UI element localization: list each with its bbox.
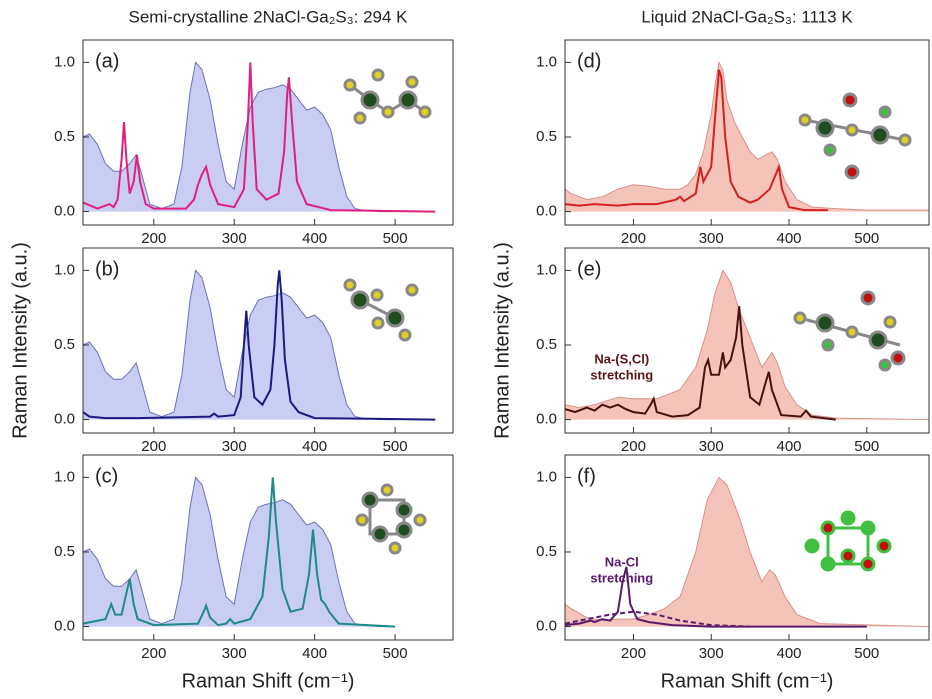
y-tick-label: 1.0 (536, 468, 557, 485)
x-tick-label: 500 (383, 645, 408, 662)
molecule-f (804, 510, 892, 572)
line (564, 610, 751, 628)
y-tick-label: 0.0 (536, 411, 557, 428)
x-axis-label: Raman Shift (cm⁻¹) (661, 670, 834, 692)
y-tick-label: 0.0 (536, 203, 557, 220)
panel-label: (a) (95, 50, 119, 72)
plot-frame (564, 454, 930, 641)
area (83, 477, 396, 627)
plot-frame (82, 454, 454, 641)
y-tick-label: 1.0 (54, 261, 75, 278)
x-tick-label: 500 (383, 438, 408, 455)
x-tick-label: 400 (776, 438, 801, 455)
y-tick-label: 0.0 (54, 411, 75, 428)
x-tick-label: 300 (222, 438, 247, 455)
panel-label: (e) (577, 258, 601, 280)
panel-label: (c) (95, 465, 118, 487)
column-title: Liquid 2NaCl-Ga₂S₃: 1113 K (641, 7, 853, 26)
area (565, 62, 929, 212)
y-tick-label: 0.0 (536, 618, 557, 635)
y-axis-label: Raman Intensity (a.u.) (9, 242, 31, 439)
panel-label: (d) (577, 50, 601, 72)
y-tick-label: 1.0 (54, 468, 75, 485)
y-tick-label: 0.5 (536, 128, 557, 145)
panels: 0.0 0.5 1.0 200 300 400 500 (a) Semi-crystalline… (9, 7, 930, 692)
y-tick-label: 0.5 (54, 543, 75, 560)
area (565, 477, 929, 627)
x-tick-label: 400 (302, 438, 327, 455)
panel: 0.0 0.5 1.0 200 300 400 500 (a) Semi-crystalline… (54, 7, 454, 247)
column-title: Semi-crystalline 2NaCl-Ga₂S₃: 294 K (128, 7, 408, 26)
x-axis-label: Raman Shift (cm⁻¹) (182, 670, 355, 692)
area (565, 270, 929, 420)
line (564, 69, 828, 212)
line (82, 477, 396, 628)
plot-frame (564, 247, 930, 434)
molecule-b (343, 278, 419, 342)
molecule-c (355, 483, 427, 555)
y-tick-label: 0.0 (54, 618, 75, 635)
x-tick-label: 500 (854, 438, 879, 455)
panel-label: (b) (95, 258, 119, 280)
plot-frame (564, 39, 930, 226)
area (83, 270, 396, 420)
x-tick-label: 300 (699, 438, 724, 455)
annotation: Na-Cl (605, 554, 639, 569)
y-tick-label: 0.0 (54, 203, 75, 220)
plot-frame (82, 39, 454, 226)
y-tick-label: 1.0 (536, 53, 557, 70)
x-tick-label: 200 (141, 230, 166, 247)
x-tick-label: 300 (699, 230, 724, 247)
x-tick-label: 200 (621, 230, 646, 247)
line (82, 476, 396, 628)
line (564, 60, 929, 211)
molecule-d (798, 92, 912, 180)
annotation: stretching (590, 367, 653, 382)
line (564, 306, 836, 421)
panel: 0.0 0.5 1.0 200 300 400 500 (b) Raman Intensity … (9, 242, 454, 455)
y-tick-label: 0.5 (54, 336, 75, 353)
x-tick-label: 300 (699, 645, 724, 662)
annotation: Na-(S,Cl) (594, 351, 649, 366)
x-tick-label: 300 (222, 230, 247, 247)
molecule-e (793, 290, 906, 372)
x-tick-label: 200 (621, 438, 646, 455)
x-tick-label: 500 (854, 230, 879, 247)
x-tick-label: 400 (302, 645, 327, 662)
y-tick-label: 0.5 (536, 336, 557, 353)
molecule-a (343, 68, 432, 125)
panel: 0.0 0.5 1.0 200 300 400 500 (e) Raman Intensity … (491, 242, 930, 455)
y-tick-label: 0.5 (536, 543, 557, 560)
area (83, 62, 396, 212)
line (82, 269, 396, 421)
x-tick-label: 300 (222, 645, 247, 662)
y-tick-label: 1.0 (54, 53, 75, 70)
y-axis-label: Raman Intensity (a.u.) (491, 242, 513, 439)
line (82, 270, 436, 421)
line (564, 269, 930, 421)
plot-frame (82, 247, 454, 434)
x-tick-label: 400 (302, 230, 327, 247)
molecule-icons (343, 68, 912, 572)
x-tick-label: 500 (383, 230, 408, 247)
y-tick-label: 0.5 (54, 128, 75, 145)
x-tick-label: 500 (854, 645, 879, 662)
y-tick-label: 1.0 (536, 261, 557, 278)
x-tick-label: 200 (141, 438, 166, 455)
x-tick-label: 400 (776, 230, 801, 247)
panel: 0.0 0.5 1.0 200 300 400 500 (c) Raman Shift (cm⁻… (54, 454, 454, 692)
x-tick-label: 200 (621, 645, 646, 662)
panel: 0.0 0.5 1.0 200 300 400 500 (d) Liquid 2NaCl-Ga₂… (536, 7, 930, 247)
annotation: stretching (590, 570, 653, 585)
panel-label: (f) (577, 465, 596, 487)
line (82, 61, 396, 213)
line (564, 566, 867, 628)
x-tick-label: 400 (776, 645, 801, 662)
line (82, 62, 436, 213)
x-tick-label: 200 (141, 645, 166, 662)
panel: 0.0 0.5 1.0 200 300 400 500 (f) Raman Shift (cm⁻… (536, 454, 930, 692)
